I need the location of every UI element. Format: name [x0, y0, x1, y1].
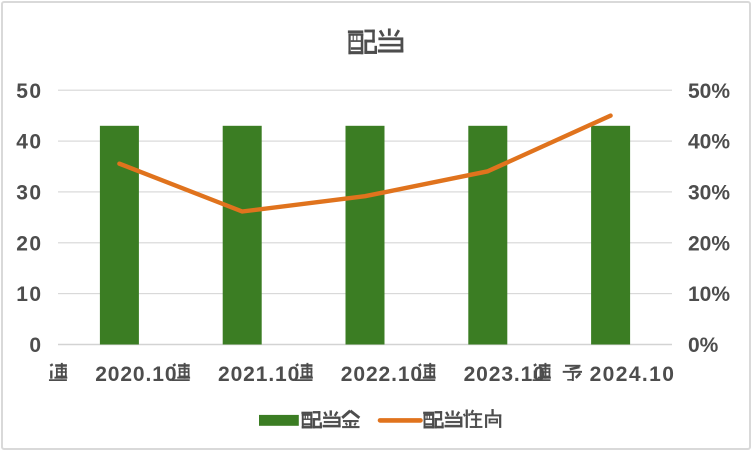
svg-text:30%: 30%	[688, 182, 730, 205]
svg-text:0: 0	[29, 334, 42, 357]
svg-text:20%: 20%	[688, 232, 730, 255]
svg-text:50: 50	[16, 80, 42, 103]
svg-text:2024.10: 2024.10	[590, 363, 676, 386]
svg-text:30: 30	[16, 182, 42, 205]
svg-text:20: 20	[16, 232, 42, 255]
svg-text:0%: 0%	[688, 334, 719, 357]
svg-text:2023.10: 2023.10	[464, 363, 546, 386]
svg-text:10: 10	[16, 283, 42, 306]
svg-text:40: 40	[16, 131, 42, 154]
svg-text:2021.10: 2021.10	[218, 363, 300, 386]
svg-text:10%: 10%	[688, 283, 730, 306]
svg-text:40%: 40%	[688, 131, 730, 154]
svg-text:2020.10: 2020.10	[95, 363, 177, 386]
svg-text:50%: 50%	[688, 80, 730, 103]
svg-text:2022.10: 2022.10	[341, 363, 423, 386]
